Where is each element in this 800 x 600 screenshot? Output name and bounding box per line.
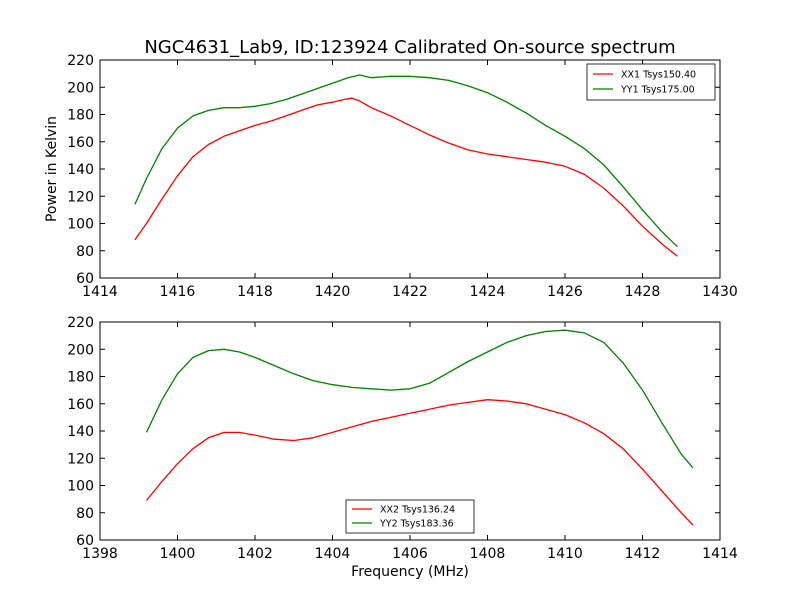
- chart-top: NGC4631_Lab9, ID:123924 Calibrated On-so…: [44, 37, 738, 300]
- legend-label-yy2: YY2 Tsys183.36: [379, 519, 454, 530]
- x-axis-label: Frequency (MHz): [351, 564, 469, 580]
- plot-frame-top: [99, 59, 721, 279]
- x-tick-label-top-2: 1418: [237, 284, 273, 300]
- legend-bottom: XX2 Tsys136.24 YY2 Tsys183.36: [345, 499, 475, 534]
- legend-label-xx2: XX2 Tsys136.24: [380, 505, 455, 516]
- x-tick-label-bottom-7: 1412: [625, 546, 661, 562]
- x-tick-label-bottom-3: 1404: [315, 546, 351, 562]
- y-tick-label-bottom-6: 180: [67, 370, 94, 386]
- legend-label-yy1: YY1 Tsys175.00: [620, 85, 695, 96]
- legend-top: XX1 Tsys150.40 YY1 Tsys175.00: [586, 63, 716, 101]
- plot-frame-bottom: [99, 321, 721, 541]
- x-tick-label-bottom-1: 1400: [160, 546, 196, 562]
- y-tick-label-top-2: 100: [67, 217, 94, 233]
- y-tick-label-top-0: 60: [76, 271, 94, 287]
- legend-label-xx1: XX1 Tsys150.40: [621, 70, 696, 81]
- y-tick-label-bottom-1: 80: [76, 506, 94, 522]
- x-tick-label-top-5: 1424: [470, 284, 506, 300]
- series-line-top-0: [134, 97, 678, 257]
- y-tick-label-bottom-4: 140: [67, 424, 94, 440]
- x-tick-label-bottom-2: 1402: [237, 546, 273, 562]
- x-tick-label-top-6: 1426: [547, 284, 583, 300]
- series-line-bottom-0: [145, 399, 694, 526]
- y-axis-label: Power in Kelvin: [44, 116, 60, 222]
- x-tick-label-top-0: 1414: [82, 284, 118, 300]
- x-tick-label-top-7: 1428: [625, 284, 661, 300]
- chart-bottom: 1398 1400 1402 1404 1406 1408 1410 1412 1414 60 80…: [67, 315, 738, 580]
- y-tick-label-top-8: 220: [67, 53, 94, 69]
- x-tick-label-top-8: 1430: [702, 284, 738, 300]
- y-tick-label-top-5: 160: [67, 135, 94, 151]
- x-tick-label-bottom-8: 1414: [702, 546, 738, 562]
- series-line-top-1: [134, 74, 678, 248]
- x-tick-label-top-4: 1422: [392, 284, 428, 300]
- y-tick-label-top-7: 200: [67, 80, 94, 96]
- x-tick-label-bottom-0: 1398: [82, 546, 118, 562]
- series-group-bottom: [145, 329, 694, 526]
- series-group-top: [134, 74, 678, 257]
- y-tick-label-top-1: 80: [76, 244, 94, 260]
- x-tick-label-top-3: 1420: [315, 284, 351, 300]
- y-tick-label-top-4: 140: [67, 162, 94, 178]
- x-tick-label-bottom-4: 1406: [392, 546, 428, 562]
- x-tick-label-top-1: 1416: [160, 284, 196, 300]
- x-tick-label-bottom-6: 1410: [547, 546, 583, 562]
- series-line-bottom-1: [145, 329, 694, 469]
- y-tick-label-bottom-0: 60: [76, 533, 94, 549]
- y-tick-label-bottom-3: 120: [67, 451, 94, 467]
- legend-box-bottom: [345, 499, 475, 534]
- y-tick-label-bottom-5: 160: [67, 397, 94, 413]
- y-tick-label-bottom-8: 220: [67, 315, 94, 331]
- y-tick-label-top-6: 180: [67, 108, 94, 124]
- ticks-top: 1414 1416 1418 1420 1422 1424 1426 1428 1430 60 80…: [67, 53, 738, 300]
- chart-title: NGC4631_Lab9, ID:123924 Calibrated On-so…: [144, 37, 675, 58]
- legend-box-top: [586, 63, 716, 101]
- y-tick-label-top-3: 120: [67, 189, 94, 205]
- ticks-bottom: 1398 1400 1402 1404 1406 1408 1410 1412 1414 60 80…: [67, 315, 738, 562]
- y-tick-label-bottom-7: 200: [67, 342, 94, 358]
- y-tick-label-bottom-2: 100: [67, 479, 94, 495]
- x-tick-label-bottom-5: 1408: [470, 546, 506, 562]
